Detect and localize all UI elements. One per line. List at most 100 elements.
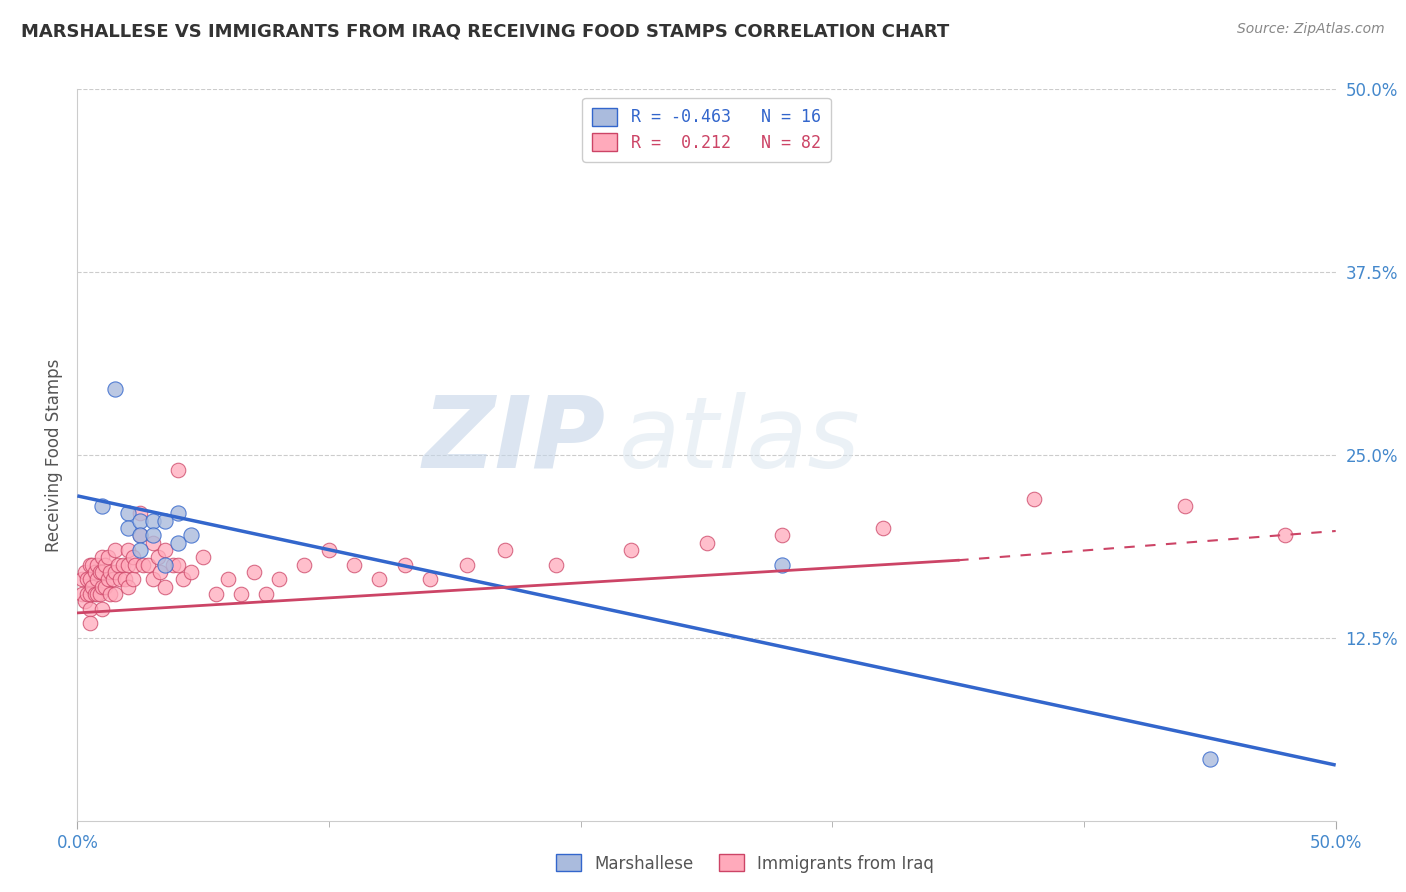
Point [136,558,159,572]
Point [117,543,139,558]
Point [343,558,366,572]
Point [129,543,152,558]
Point [142,535,165,549]
Point [79,558,101,572]
Text: MARSHALLESE VS IMMIGRANTS FROM IRAQ RECEIVING FOOD STAMPS CORRELATION CHART: MARSHALLESE VS IMMIGRANTS FROM IRAQ RECE… [21,22,949,40]
Point [91,550,114,565]
Point [292,558,315,572]
Point [86,572,108,586]
Point [104,565,127,579]
Point [124,558,146,572]
Point [770,558,793,572]
Legend: R = -0.463   N = 16, R =  0.212   N = 82: R = -0.463 N = 16, R = 0.212 N = 82 [582,97,831,161]
Point [117,507,139,521]
Point [254,587,277,601]
Point [155,514,177,528]
Point [104,543,127,558]
Legend: Marshallese, Immigrants from Iraq: Marshallese, Immigrants from Iraq [550,847,941,880]
Point [872,521,894,535]
Point [167,558,190,572]
Point [117,558,139,572]
Point [368,572,391,586]
Point [86,587,108,601]
Point [101,572,124,586]
Point [172,572,194,586]
Point [167,462,190,476]
Point [73,565,96,579]
Point [162,558,184,572]
Point [91,499,114,513]
Point [180,565,202,579]
Point [394,558,416,572]
Point [204,587,226,601]
Point [149,565,172,579]
Point [167,535,190,549]
Point [142,572,165,586]
Point [91,565,114,579]
Point [91,580,114,594]
Point [111,558,134,572]
Point [1174,499,1197,513]
Point [104,382,127,396]
Point [229,587,252,601]
Point [155,558,177,572]
Point [146,550,169,565]
Point [96,550,118,565]
Point [770,528,793,542]
Point [129,507,152,521]
Point [155,543,177,558]
Point [121,550,143,565]
Point [79,587,101,601]
Point [84,565,107,579]
Point [242,565,264,579]
Point [1199,752,1222,766]
Point [98,587,121,601]
Point [217,572,239,586]
Point [104,587,127,601]
Point [1022,491,1045,506]
Point [79,616,101,631]
Point [79,601,101,615]
Point [129,528,152,542]
Point [121,572,143,586]
Point [94,558,117,572]
Point [107,558,129,572]
Point [167,507,190,521]
Point [76,572,98,586]
Point [696,535,718,549]
Point [267,572,290,586]
Point [73,594,96,608]
Point [494,543,516,558]
Text: atlas: atlas [619,392,860,489]
Point [318,543,340,558]
Point [98,565,121,579]
Point [117,521,139,535]
Point [82,580,104,594]
Point [155,580,177,594]
Point [72,587,94,601]
Point [94,580,117,594]
Point [89,565,111,579]
Point [544,558,567,572]
Point [91,601,114,615]
Point [79,572,101,586]
Point [86,558,108,572]
Point [89,587,111,601]
Y-axis label: Receiving Food Stamps: Receiving Food Stamps [45,359,63,551]
Point [456,558,478,572]
Point [114,572,136,586]
Point [76,587,98,601]
Point [96,572,118,586]
Point [142,514,165,528]
Point [129,514,152,528]
Point [142,528,165,542]
Text: ZIP: ZIP [423,392,606,489]
Point [129,528,152,542]
Text: Source: ZipAtlas.com: Source: ZipAtlas.com [1237,22,1385,37]
Point [82,558,104,572]
Point [72,572,94,586]
Point [1274,528,1296,542]
Point [117,580,139,594]
Point [180,528,202,542]
Point [84,587,107,601]
